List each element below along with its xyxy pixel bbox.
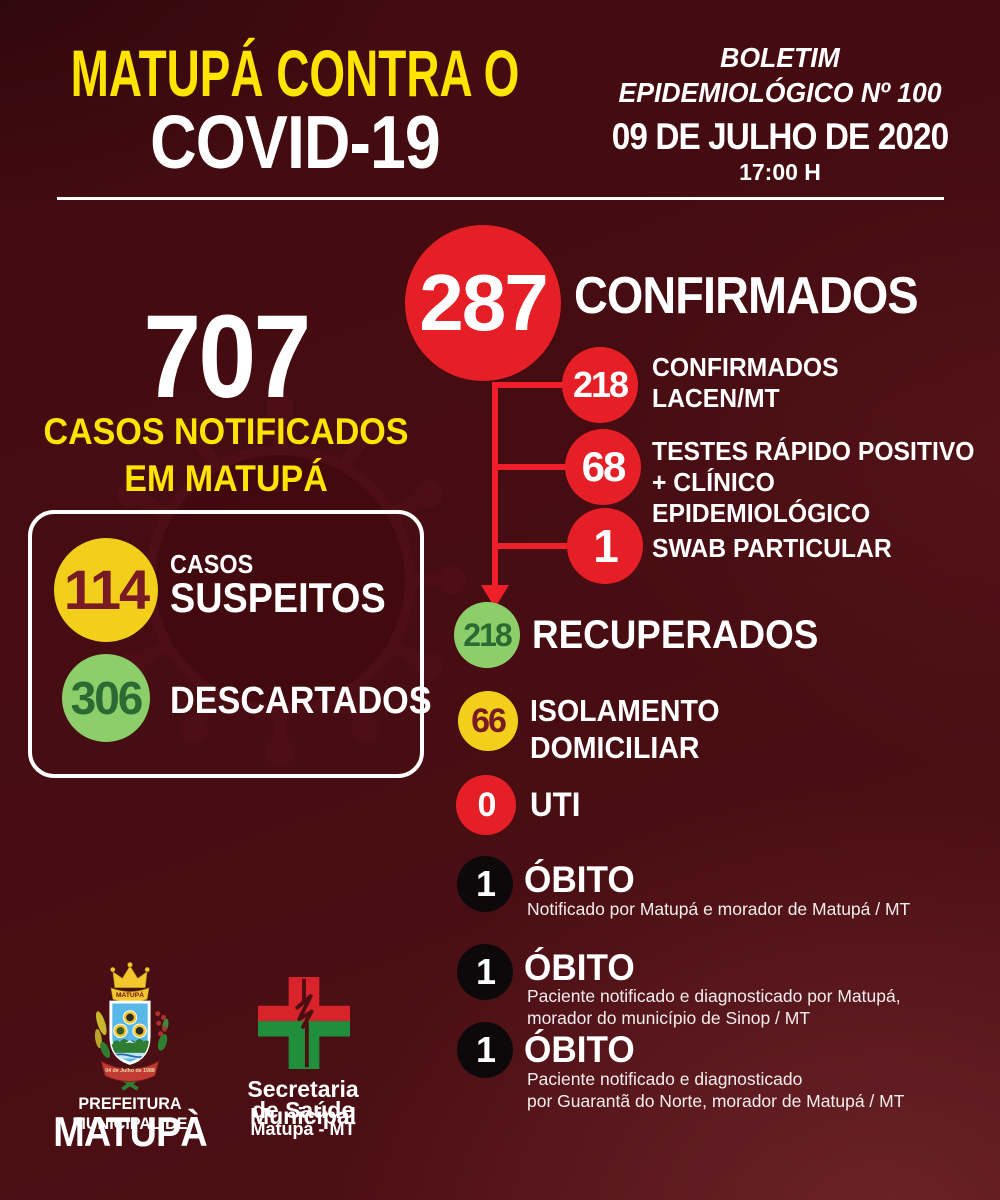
icu-circle: 0 — [456, 775, 516, 835]
death-3-count: 1 — [475, 1029, 496, 1070]
rapid-test-label-line1: TESTES RÁPIDO POSITIVO — [652, 436, 975, 466]
bulletin-time: 17:00 H — [739, 159, 821, 185]
notified-label-line2: EM MATUPÁ — [124, 458, 328, 500]
rapid-test-circle: 68 — [565, 429, 641, 505]
death-3-label: ÓBITO — [524, 1029, 635, 1070]
recovered-count: 218 — [463, 617, 512, 653]
discarded-label: DESCARTADOS — [170, 680, 432, 722]
discarded-count: 306 — [70, 672, 144, 724]
icu-label: UTI — [530, 786, 581, 824]
death-2-count: 1 — [475, 951, 496, 992]
isolation-label-line1: ISOLAMENTO — [530, 693, 720, 728]
death-2-label: ÓBITO — [524, 947, 635, 988]
campaign-title-line2: COVID-19 — [150, 100, 441, 185]
recovered-label: RECUPERADOS — [532, 613, 819, 657]
lacen-label-line2: LACEN/MT — [652, 383, 780, 414]
bulletin-date: 09 DE JULHO DE 2020 — [611, 116, 949, 157]
health-cross-icon — [257, 976, 351, 1070]
lacen-label-line1: CONFIRMADOS — [652, 352, 839, 382]
secretaria-name-line3: Matupá - MT — [250, 1119, 356, 1139]
crest-banner-text: MATUPÁ — [116, 990, 144, 999]
prefeitura-name-line2: MATUPÀ — [53, 1108, 207, 1155]
suspects-label-line1: CASOS — [170, 549, 254, 579]
death-3-circle: 1 — [457, 1022, 513, 1078]
swab-count: 1 — [593, 520, 619, 572]
lacen-count: 218 — [572, 364, 629, 405]
death-1-circle: 1 — [457, 856, 513, 912]
death-3-note: Paciente notificado e diagnosticado por … — [527, 1068, 904, 1113]
isolation-circle: 66 — [458, 691, 518, 751]
crest-ribbon-text: 04 de Julho de 1988 — [105, 1068, 155, 1074]
suspects-label-line2: SUSPEITOS — [170, 574, 386, 621]
death-2-note: Paciente notificado e diagnosticado por … — [527, 985, 901, 1030]
rapid-test-label: TESTES RÁPIDO POSITIVO + CLÍNICO EPIDEMI… — [652, 436, 983, 530]
suspects-box — [28, 510, 424, 778]
rapid-test-label-line2: + CLÍNICO EPIDEMIOLÓGICO — [652, 467, 871, 529]
recovered-circle: 218 — [454, 602, 520, 668]
bulletin-number: BOLETIM EPIDEMIOLÓGICO Nº 100 — [576, 40, 985, 110]
lacen-label: CONFIRMADOS LACEN/MT — [652, 352, 839, 414]
swab-label: SWAB PARTICULAR — [652, 533, 892, 563]
campaign-title-line1: MATUPÁ CONTRA O — [70, 37, 520, 111]
secretaria-name-line2: de Saúde — [251, 1097, 355, 1123]
notified-label-line1: CASOS NOTIFICADOS — [43, 411, 409, 452]
isolation-label-line2: DOMICILIAR — [530, 730, 700, 766]
suspects-count: 114 — [63, 558, 150, 621]
isolation-count: 66 — [471, 702, 507, 740]
death-1-count: 1 — [475, 863, 496, 904]
death-2-note-line1: Paciente notificado e diagnosticado por … — [527, 986, 901, 1006]
confirmed-label: CONFIRMADOS — [574, 267, 919, 325]
notified-count: 707 — [143, 291, 311, 423]
header-divider — [57, 197, 944, 200]
isolation-label: ISOLAMENTO DOMICILIAR — [530, 692, 720, 766]
death-2-circle: 1 — [457, 944, 513, 1000]
bulletin-line1: BOLETIM — [720, 42, 840, 73]
notified-label: CASOS NOTIFICADOS EM MATUPÁ — [42, 408, 410, 503]
secretaria-name-line1: Secretaria Municipal — [247, 1076, 359, 1129]
death-3-note-line2: por Guarantã do Norte, morador de Matupá… — [527, 1091, 905, 1112]
lacen-circle: 218 — [562, 347, 638, 423]
death-1-note: Notificado por Matupá e morador de Matup… — [527, 899, 911, 919]
confirmed-total-circle: 287 — [405, 225, 561, 381]
city-crest-icon: MATUPÁ 04 de Julh — [94, 962, 169, 1091]
death-2-note-line2: morador do município de Sinop / MT — [527, 1008, 811, 1029]
bulletin-line2: EPIDEMIOLÓGICO Nº 100 — [618, 77, 942, 108]
swab-circle: 1 — [567, 508, 643, 584]
discarded-circle: 306 — [62, 654, 150, 742]
rapid-test-count: 68 — [581, 443, 627, 490]
death-1-label: ÓBITO — [524, 859, 635, 900]
prefeitura-name-line1: PREFEITURA MUNICIPAL DE — [72, 1094, 188, 1133]
confirmed-total-count: 287 — [419, 258, 548, 347]
suspects-circle: 114 — [54, 538, 158, 642]
icu-count: 0 — [477, 786, 497, 824]
death-3-note-line1: Paciente notificado e diagnosticado — [527, 1069, 803, 1089]
